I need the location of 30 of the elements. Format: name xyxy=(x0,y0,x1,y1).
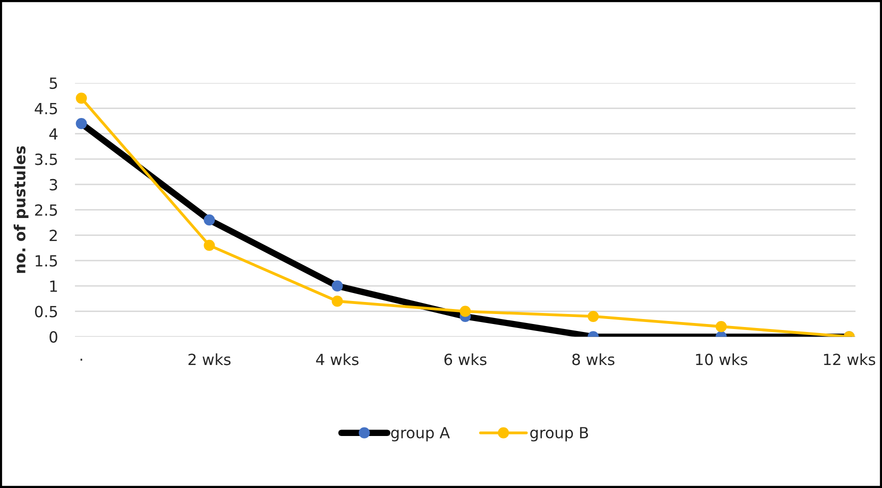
y-tick-label: 2 xyxy=(50,230,57,242)
x-tick-label: 10 wks xyxy=(696,353,748,366)
point xyxy=(716,321,727,332)
x-tick-label: 6 wks xyxy=(444,353,486,366)
point xyxy=(332,296,343,307)
y-tick-label: 4.5 xyxy=(34,103,57,114)
y-tick-label: 3.5 xyxy=(35,154,57,166)
x-tick-label: 2 wks xyxy=(188,353,231,366)
y-tick-label: 2.5 xyxy=(35,204,57,216)
point xyxy=(588,310,599,322)
point xyxy=(76,92,87,104)
point xyxy=(204,214,215,226)
point xyxy=(460,306,471,317)
point xyxy=(76,118,87,130)
legend-label: group A xyxy=(391,427,450,442)
y-tick-label: 5 xyxy=(50,78,57,89)
y-tick-label: 0 xyxy=(50,331,58,343)
y-tick-label: 0.5 xyxy=(35,306,57,318)
y-axis-title: no. of pustules xyxy=(14,146,28,273)
x-tick-label: 4 wks xyxy=(316,353,358,366)
y-tick-label: 4 xyxy=(49,128,58,140)
x-tick-label: · xyxy=(80,358,82,361)
x-tick-label: 8 wks xyxy=(572,353,614,366)
point xyxy=(332,280,343,292)
point xyxy=(204,240,215,251)
y-tick-label: 1 xyxy=(50,280,57,292)
y-tick-label: 3 xyxy=(50,178,58,190)
y-tick-label: 1.5 xyxy=(36,255,57,267)
x-tick-label: 12 wks xyxy=(824,353,876,366)
legend-label: group B xyxy=(530,427,588,442)
